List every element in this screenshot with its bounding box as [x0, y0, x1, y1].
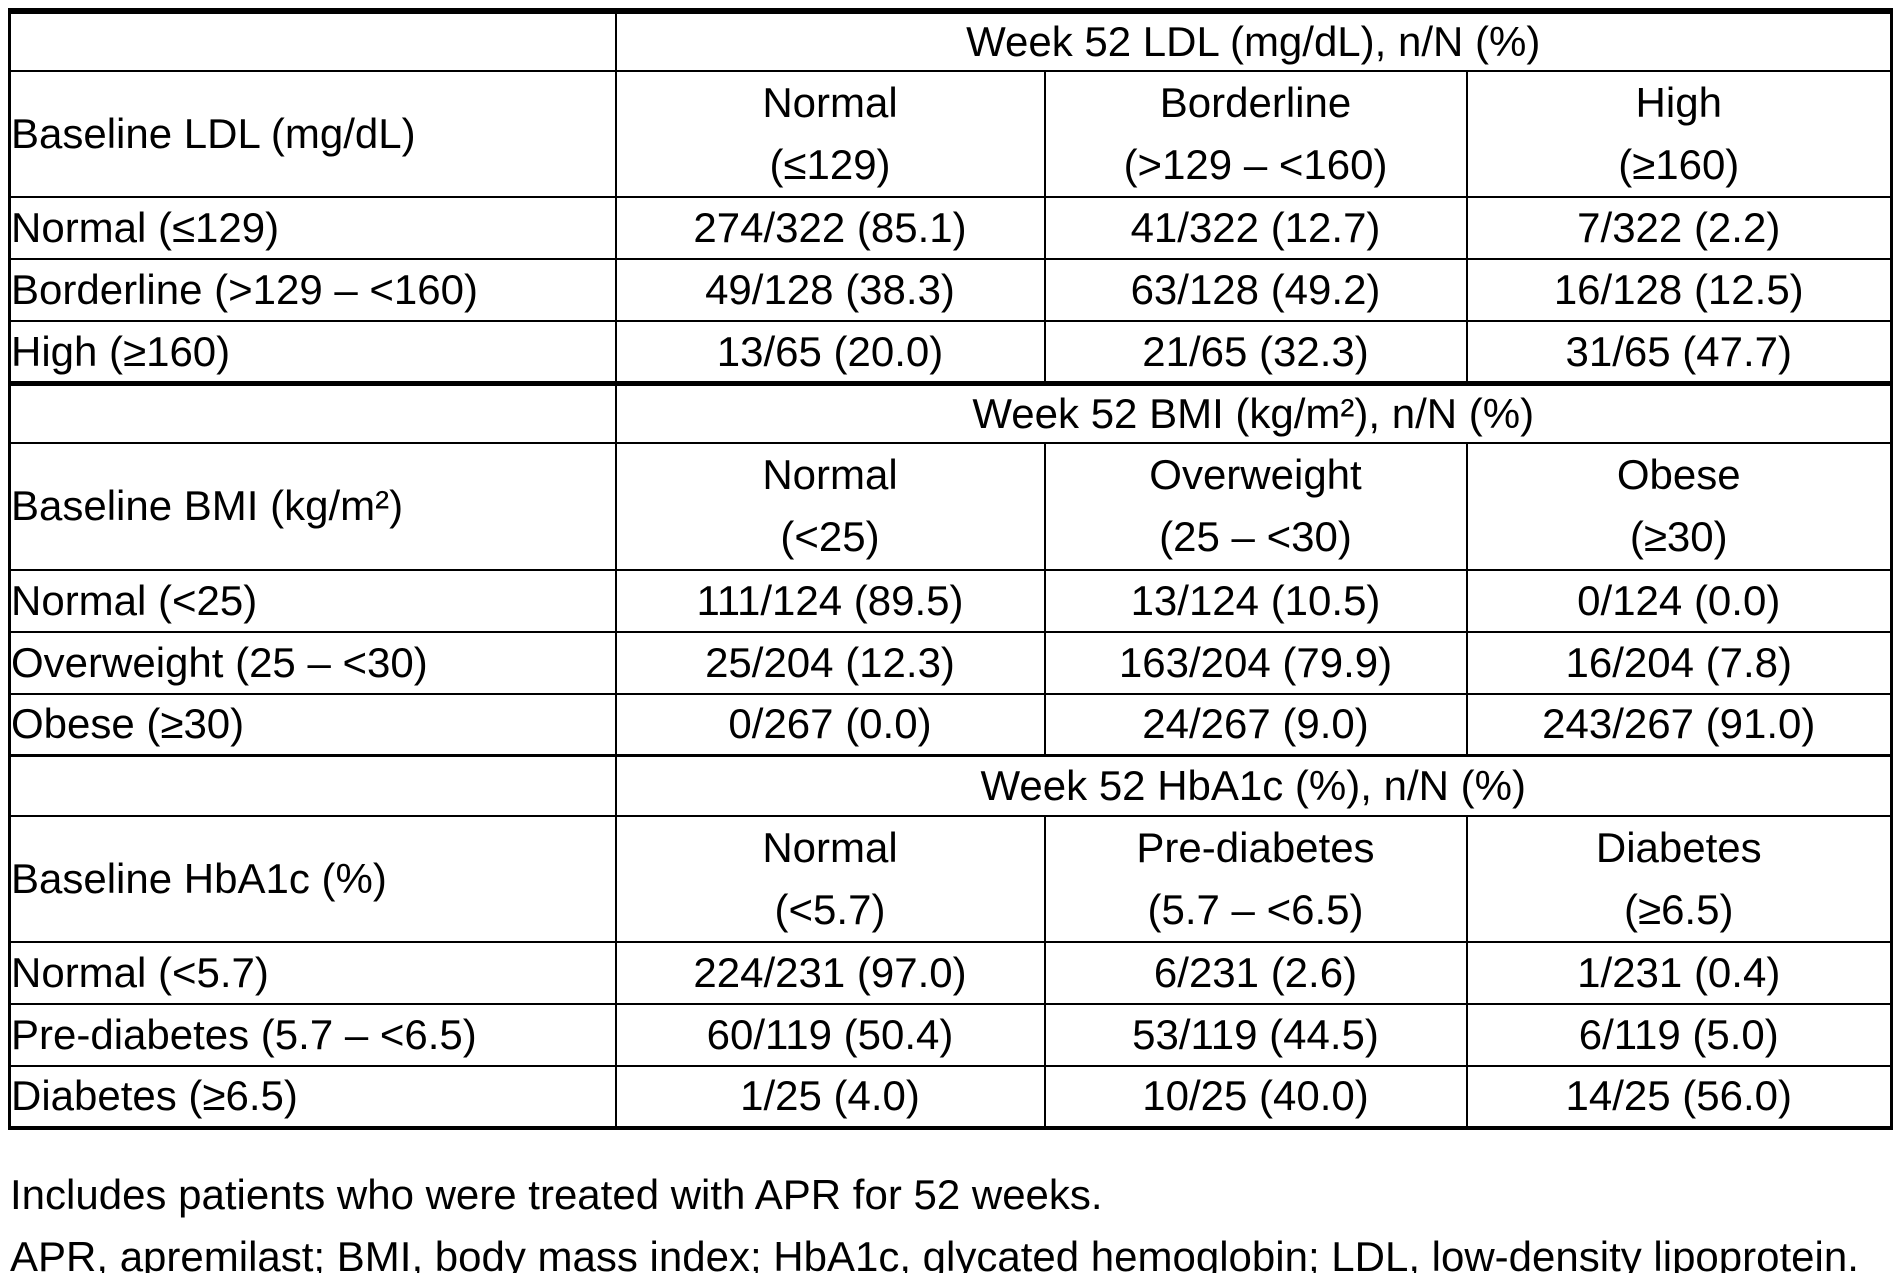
table-row: Baseline HbA1c (%) Normal (<5.7) Pre-dia… [8, 814, 1893, 943]
section-hba1c: Week 52 HbA1c (%), n/N (%) Baseline HbA1… [8, 754, 1893, 1129]
table-row: Overweight (25 – <30) 25/204 (12.3) 163/… [8, 630, 1893, 695]
value-cell: 13/124 (10.5) [1043, 568, 1468, 633]
value-cell: 111/124 (89.5) [614, 568, 1046, 633]
column-header-line2: (<25) [780, 513, 880, 561]
row-label-cell: Obese (≥30) [8, 692, 617, 757]
hba1c-baseline-row-header: Baseline HbA1c (%) [8, 814, 617, 943]
hba1c-column-header-normal: Normal (<5.7) [614, 814, 1046, 943]
bmi-baseline-row-header: Baseline BMI (kg/m²) [8, 442, 617, 571]
value-cell: 163/204 (79.9) [1043, 630, 1468, 695]
column-header-line2: (≥160) [1618, 141, 1740, 189]
value-cell: 41/322 (12.7) [1043, 196, 1468, 261]
footnotes: Includes patients who were treated with … [10, 1164, 1903, 1273]
column-header-line1: Borderline [1159, 79, 1352, 126]
bmi-column-header-overweight: Overweight (25 – <30) [1043, 442, 1468, 571]
table-row: Baseline BMI (kg/m²) Normal (<25) Overwe… [8, 442, 1893, 571]
ldl-column-header-high: High (≥160) [1465, 69, 1893, 199]
value-cell: 31/65 (47.7) [1465, 320, 1893, 385]
row-label-cell: Normal (≤129) [8, 196, 617, 261]
row-label-cell: Diabetes (≥6.5) [8, 1064, 617, 1129]
column-header-line1: Overweight [1149, 451, 1362, 499]
row-label-cell: Overweight (25 – <30) [8, 630, 617, 695]
section-ldl: Week 52 LDL (mg/dL), n/N (%) Baseline LD… [8, 10, 1893, 385]
column-header-line2: (25 – <30) [1159, 513, 1352, 561]
column-header-line1: Normal [762, 451, 898, 499]
table-row: Obese (≥30) 0/267 (0.0) 24/267 (9.0) 243… [8, 692, 1893, 757]
value-cell: 16/204 (7.8) [1465, 630, 1893, 695]
bmi-column-header-normal: Normal (<25) [614, 442, 1046, 571]
column-header-line1: Normal [762, 823, 898, 871]
row-label-cell: Normal (<5.7) [8, 940, 617, 1005]
table-row: Normal (<25) 111/124 (89.5) 13/124 (10.5… [8, 568, 1893, 633]
table-row: Baseline LDL (mg/dL) Normal (≤129) Borde… [8, 69, 1893, 199]
footnote-population: Includes patients who were treated with … [10, 1170, 1103, 1218]
value-cell: 24/267 (9.0) [1043, 692, 1468, 757]
value-cell: 25/204 (12.3) [614, 630, 1046, 695]
shift-table: Week 52 LDL (mg/dL), n/N (%) Baseline LD… [8, 8, 1893, 1130]
value-cell: 53/119 (44.5) [1043, 1002, 1468, 1067]
column-header-line2: (5.7 – <6.5) [1147, 885, 1364, 933]
row-label-cell: Pre-diabetes (5.7 – <6.5) [8, 1002, 617, 1067]
section-bmi: Week 52 BMI (kg/m²), n/N (%) Baseline BM… [8, 380, 1893, 757]
row-label-cell: Normal (<25) [8, 568, 617, 633]
value-cell: 1/231 (0.4) [1465, 940, 1893, 1005]
empty-corner-cell [8, 754, 617, 817]
table-row: High (≥160) 13/65 (20.0) 21/65 (32.3) 31… [8, 320, 1893, 385]
value-cell: 243/267 (91.0) [1465, 692, 1893, 757]
table-row: Normal (≤129) 274/322 (85.1) 41/322 (12.… [8, 196, 1893, 261]
table-row: Pre-diabetes (5.7 – <6.5) 60/119 (50.4) … [8, 1002, 1893, 1067]
hba1c-column-header-diabetes: Diabetes (≥6.5) [1465, 814, 1893, 943]
row-label-cell: Borderline (>129 – <160) [8, 258, 617, 323]
bmi-column-header-obese: Obese (≥30) [1465, 442, 1893, 571]
table-row: Borderline (>129 – <160) 49/128 (38.3) 6… [8, 258, 1893, 323]
ldl-week52-span-header: Week 52 LDL (mg/dL), n/N (%) [614, 10, 1893, 72]
value-cell: 6/231 (2.6) [1043, 940, 1468, 1005]
column-header-line2: (<5.7) [774, 885, 886, 933]
value-cell: 21/65 (32.3) [1043, 320, 1468, 385]
hba1c-week52-span-header: Week 52 HbA1c (%), n/N (%) [614, 754, 1893, 817]
value-cell: 14/25 (56.0) [1465, 1064, 1893, 1129]
value-cell: 274/322 (85.1) [614, 196, 1046, 261]
column-header-line2: (>129 – <160) [1123, 141, 1388, 189]
column-header-line2: (≤129) [769, 141, 891, 189]
empty-corner-cell [8, 380, 617, 445]
value-cell: 13/65 (20.0) [614, 320, 1046, 385]
column-header-line1: Obese [1616, 451, 1741, 499]
table-row: Normal (<5.7) 224/231 (97.0) 6/231 (2.6)… [8, 940, 1893, 1005]
ldl-column-header-borderline: Borderline (>129 – <160) [1043, 69, 1468, 199]
value-cell: 49/128 (38.3) [614, 258, 1046, 323]
value-cell: 1/25 (4.0) [614, 1064, 1046, 1129]
column-header-line1: High [1635, 79, 1722, 126]
value-cell: 7/322 (2.2) [1465, 196, 1893, 261]
empty-corner-cell [8, 10, 617, 72]
value-cell: 10/25 (40.0) [1043, 1064, 1468, 1129]
value-cell: 6/119 (5.0) [1465, 1002, 1893, 1067]
ldl-baseline-row-header: Baseline LDL (mg/dL) [8, 69, 617, 199]
table-row: Diabetes (≥6.5) 1/25 (4.0) 10/25 (40.0) … [8, 1064, 1893, 1129]
value-cell: 60/119 (50.4) [614, 1002, 1046, 1067]
footnote-abbreviations: APR, apremilast; BMI, body mass index; H… [10, 1232, 1859, 1273]
column-header-line2: (≥30) [1629, 513, 1728, 561]
column-header-line1: Diabetes [1595, 823, 1762, 871]
column-header-line2: (≥6.5) [1624, 885, 1734, 933]
column-header-line1: Pre-diabetes [1136, 823, 1375, 871]
value-cell: 63/128 (49.2) [1043, 258, 1468, 323]
value-cell: 0/124 (0.0) [1465, 568, 1893, 633]
column-header-line1: Normal [762, 79, 898, 126]
table-row: Week 52 BMI (kg/m²), n/N (%) [8, 380, 1893, 445]
value-cell: 16/128 (12.5) [1465, 258, 1893, 323]
row-label-cell: High (≥160) [8, 320, 617, 385]
hba1c-column-header-prediabetes: Pre-diabetes (5.7 – <6.5) [1043, 814, 1468, 943]
value-cell: 0/267 (0.0) [614, 692, 1046, 757]
table-row: Week 52 HbA1c (%), n/N (%) [8, 754, 1893, 817]
value-cell: 224/231 (97.0) [614, 940, 1046, 1005]
ldl-column-header-normal: Normal (≤129) [614, 69, 1046, 199]
bmi-week52-span-header: Week 52 BMI (kg/m²), n/N (%) [614, 380, 1893, 445]
table-row: Week 52 LDL (mg/dL), n/N (%) [8, 10, 1893, 72]
